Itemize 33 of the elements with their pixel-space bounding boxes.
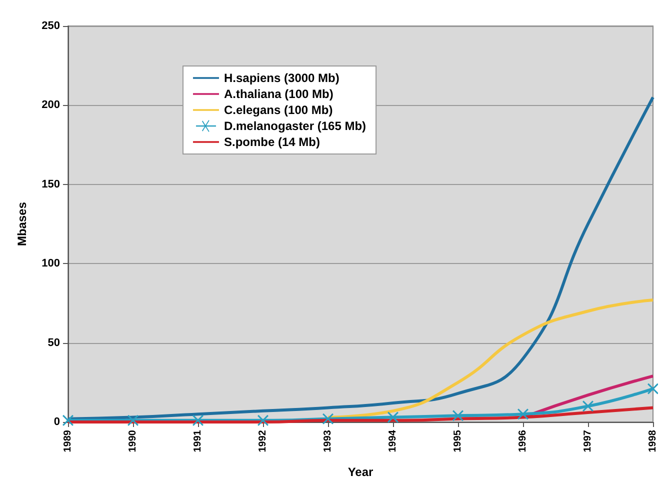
y-tick-label: 100 bbox=[42, 258, 60, 270]
point bbox=[388, 412, 398, 423]
legend-label: D.melanogaster (165 Mb) bbox=[224, 119, 366, 133]
point bbox=[258, 414, 268, 426]
y-tick-label: 50 bbox=[48, 336, 60, 349]
x-tick-label: 1996 bbox=[518, 430, 528, 452]
x-tick-label: 1991 bbox=[192, 430, 204, 452]
x-tick-label: 1992 bbox=[258, 430, 268, 452]
point bbox=[648, 383, 658, 394]
legend-label: S.pombe (14 Mb) bbox=[224, 135, 320, 149]
y-tick-label: 0 bbox=[54, 416, 60, 428]
point bbox=[192, 414, 204, 426]
x-tick-label: 1993 bbox=[322, 430, 334, 452]
y-tick-label: 250 bbox=[42, 20, 60, 32]
x-tick-label: 1997 bbox=[582, 430, 594, 452]
x-tick-label: 1995 bbox=[452, 430, 464, 452]
legend-label: H.sapiens (3000 Mb) bbox=[224, 71, 340, 85]
y-tick-label: 150 bbox=[42, 178, 60, 190]
y-axis-title: Mbases bbox=[15, 202, 29, 246]
point bbox=[322, 413, 334, 424]
point bbox=[62, 414, 74, 426]
point bbox=[518, 408, 528, 420]
point bbox=[128, 414, 138, 426]
x-tick-label: 1989 bbox=[62, 430, 74, 452]
legend-label: C.elegans (100 Mb) bbox=[224, 103, 333, 117]
point bbox=[582, 400, 594, 412]
x-tick-label: 1990 bbox=[128, 430, 138, 452]
x-tick-label: 1998 bbox=[648, 430, 658, 452]
x-axis-title: Year bbox=[348, 465, 374, 479]
x-tick-label: 1994 bbox=[388, 430, 398, 452]
point bbox=[452, 410, 464, 422]
y-tick-label: 200 bbox=[42, 99, 60, 112]
legend-label: A.thaliana (100 Mb) bbox=[224, 87, 334, 101]
